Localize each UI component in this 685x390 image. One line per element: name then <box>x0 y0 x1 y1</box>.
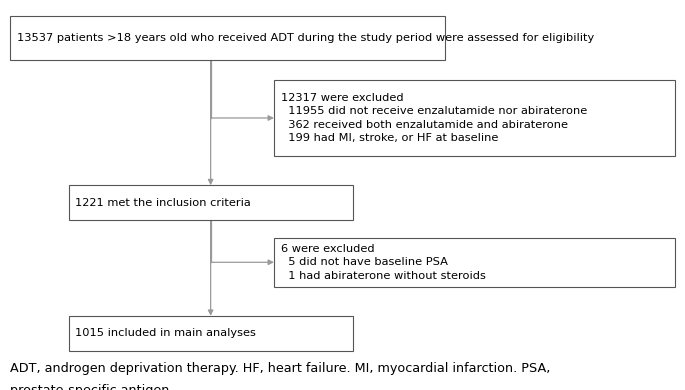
Text: 1015 included in main analyses: 1015 included in main analyses <box>75 328 256 339</box>
Text: prostate-specific antigen.: prostate-specific antigen. <box>10 384 174 390</box>
Text: 1221 met the inclusion criteria: 1221 met the inclusion criteria <box>75 198 251 208</box>
FancyBboxPatch shape <box>68 316 353 351</box>
FancyBboxPatch shape <box>274 238 675 287</box>
FancyBboxPatch shape <box>10 16 445 60</box>
FancyBboxPatch shape <box>68 185 353 220</box>
Text: 6 were excluded
  5 did not have baseline PSA
  1 had abiraterone without steroi: 6 were excluded 5 did not have baseline … <box>281 244 486 281</box>
Text: 13537 patients >18 years old who received ADT during the study period were asses: 13537 patients >18 years old who receive… <box>17 33 595 43</box>
FancyBboxPatch shape <box>274 80 675 156</box>
Text: ADT, androgen deprivation therapy. HF, heart failure. MI, myocardial infarction.: ADT, androgen deprivation therapy. HF, h… <box>10 362 551 375</box>
Text: 12317 were excluded
  11955 did not receive enzalutamide nor abiraterone
  362 r: 12317 were excluded 11955 did not receiv… <box>281 92 587 144</box>
